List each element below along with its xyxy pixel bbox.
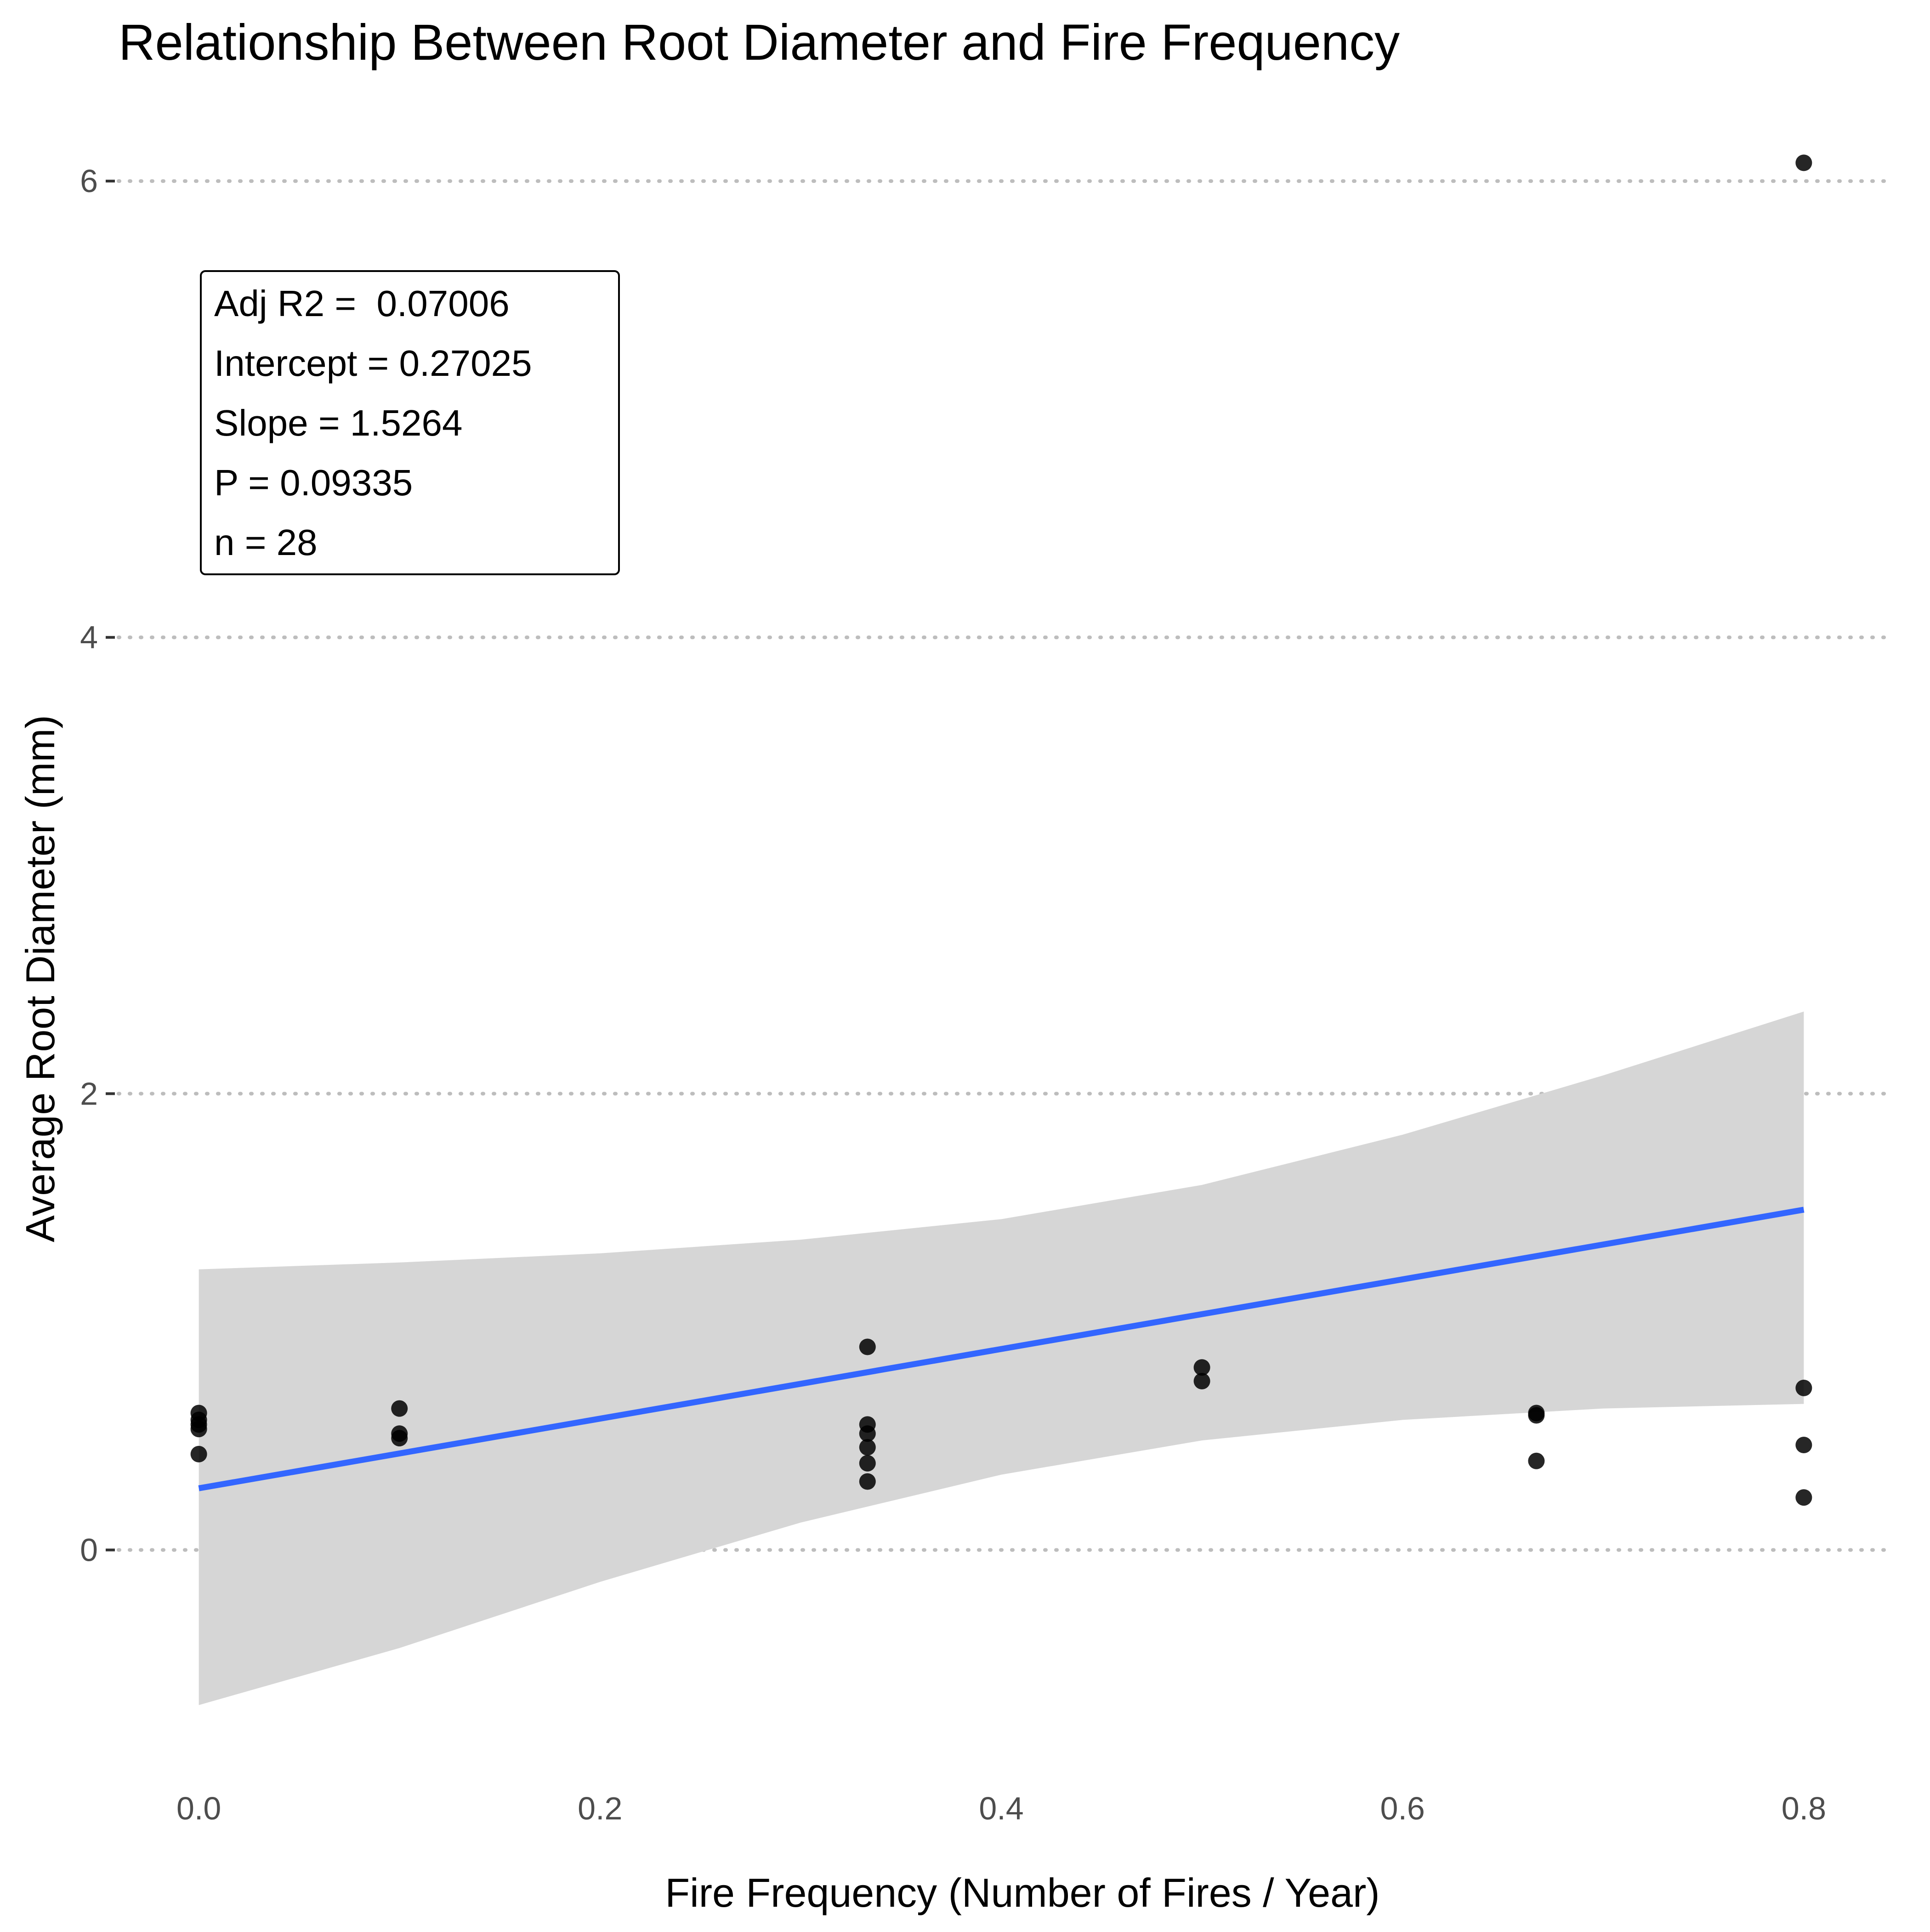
data-point-5	[391, 1400, 408, 1417]
data-point-4	[190, 1445, 207, 1462]
x-tick-label-1: 0.2	[578, 1790, 622, 1826]
x-tick-label-3: 0.6	[1380, 1790, 1425, 1826]
y-axis-ticks: 0 2 4 6	[80, 163, 115, 1568]
data-point-19	[1795, 154, 1812, 171]
confidence-band	[199, 1011, 1804, 1705]
stats-adj-r2: Adj R2 = 0.07006	[214, 283, 510, 324]
data-point-18	[1528, 1452, 1545, 1469]
data-point-13	[859, 1473, 876, 1490]
data-point-14	[1193, 1359, 1210, 1376]
data-point-11	[859, 1439, 876, 1456]
data-point-21	[1795, 1437, 1812, 1454]
x-axis-title: Fire Frequency (Number of Fires / Year)	[665, 1870, 1379, 1915]
stats-p-value: P = 0.09335	[214, 462, 413, 503]
data-point-7	[391, 1430, 408, 1447]
stats-box: Adj R2 = 0.07006 Intercept = 0.27025 Slo…	[200, 270, 620, 575]
y-tick-label-2: 4	[80, 619, 98, 655]
stats-intercept: Intercept = 0.27025	[214, 343, 532, 384]
data-point-15	[1193, 1373, 1210, 1389]
data-point-17	[1528, 1407, 1545, 1424]
data-points	[190, 154, 1812, 1506]
stats-slope: Slope = 1.5264	[214, 402, 462, 443]
stats-box-frame	[200, 270, 620, 575]
y-axis-title: Average Root Diameter (mm)	[17, 715, 63, 1242]
regression-line-layer	[198, 1207, 1805, 1491]
data-point-10	[859, 1425, 876, 1442]
x-axis-ticks: 0.0 0.2 0.4 0.6 0.8	[176, 1790, 1826, 1826]
stats-n: n = 28	[214, 522, 318, 563]
data-point-8	[859, 1338, 876, 1355]
y-tick-label-0: 0	[80, 1532, 98, 1568]
x-tick-label-0: 0.0	[176, 1790, 221, 1826]
data-point-12	[859, 1455, 876, 1472]
x-tick-label-4: 0.8	[1782, 1790, 1826, 1826]
data-point-22	[1795, 1489, 1812, 1506]
y-tick-label-1: 2	[80, 1076, 98, 1111]
data-point-3	[190, 1421, 207, 1438]
y-tick-label-3: 6	[80, 163, 98, 199]
data-point-20	[1795, 1379, 1812, 1396]
x-tick-label-2: 0.4	[979, 1790, 1023, 1826]
chart-title: Relationship Between Root Diameter and F…	[119, 14, 1400, 71]
regression-line	[198, 1207, 1805, 1491]
confidence-band-layer	[199, 1011, 1804, 1705]
gridlines	[117, 179, 1886, 1552]
